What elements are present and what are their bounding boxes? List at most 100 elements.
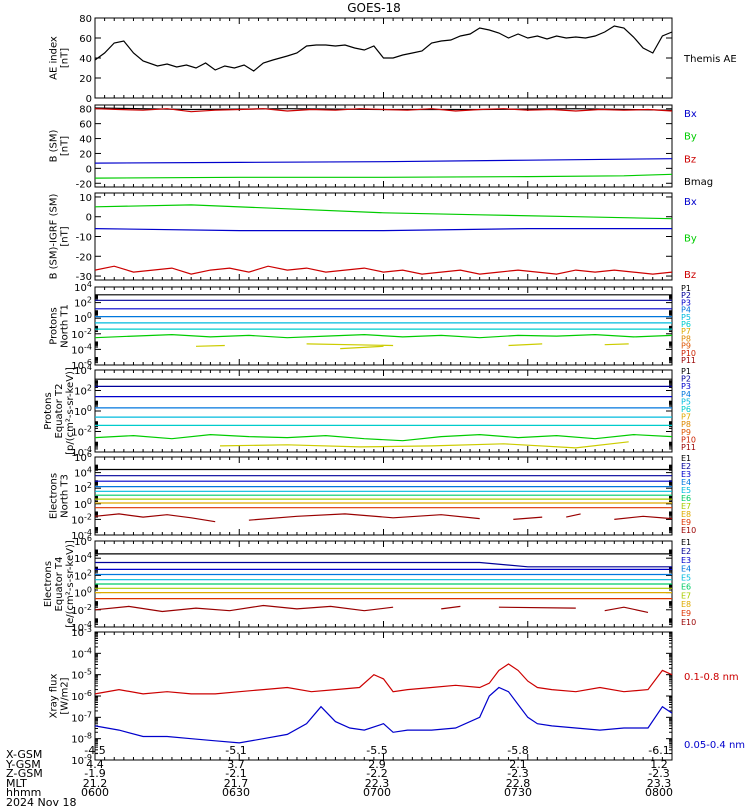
- footer-value: 22.8: [505, 776, 531, 790]
- y-tick-label: -30: [76, 272, 92, 283]
- y-tick-label: 10-7: [71, 710, 92, 724]
- footer-row-label: X-GSM: [6, 748, 43, 761]
- series-line: [94, 204, 673, 220]
- y-axis-label: [nT]: [60, 48, 71, 68]
- series-line: [94, 108, 673, 113]
- series-line: [94, 228, 672, 232]
- y-tick-label: 0: [86, 164, 92, 175]
- series-line: [508, 343, 543, 347]
- footer-value: -2.3: [648, 767, 670, 780]
- y-tick-label: 20: [79, 149, 92, 160]
- series-line: [94, 686, 673, 744]
- y-tick-label: 10-9: [71, 753, 92, 767]
- chart-title: GOES-18: [347, 1, 401, 15]
- footer-row-label: Y-GSM: [6, 757, 41, 771]
- series-line: [94, 663, 673, 695]
- panel-protons_t2: 10-4 10-2 100 102 104 Protons Equator T2 [p/(cm…: [43, 363, 696, 459]
- footer-value: 3.7: [227, 757, 245, 771]
- panel-xray: 10-9 10-8 10-7 10-6 10-5 10-4 10-3 Xray flux [W/…: [49, 625, 746, 767]
- footer-value: 2.1: [509, 757, 527, 771]
- legend-label: P3: [681, 382, 691, 391]
- legend-label: E3: [681, 556, 691, 565]
- y-axis-label: B (SM): [49, 129, 60, 162]
- y-tick-label: 104: [74, 551, 92, 565]
- footer-value: 21.2: [82, 776, 108, 790]
- footer-ephemeris: X-GSM Y-GSM Z-GSM MLT hhmm 2024 Nov 18 -4.5 -5.…: [6, 740, 706, 808]
- series-line: [566, 513, 581, 518]
- footer-value: 4.4: [86, 757, 104, 771]
- series-line: [441, 605, 461, 610]
- panel-bsm: -20 0 20 40 60 80 B (SM) [nT] Bx By Bz Bmag: [49, 104, 713, 190]
- series-line: [513, 516, 543, 520]
- legend-label: P4: [681, 390, 691, 399]
- y-axis-label: Equator T4: [54, 557, 65, 612]
- y-tick-label: 100: [74, 311, 92, 325]
- legend-label: Bx: [684, 109, 697, 120]
- y-axis-label: AE index: [49, 36, 60, 80]
- y-tick-label: 106: [74, 450, 92, 464]
- y-axis-label: Electrons: [43, 561, 54, 607]
- footer-value: -2.2: [366, 767, 388, 780]
- legend-label: Bz: [684, 270, 696, 281]
- footer-value: -4.5: [84, 744, 106, 757]
- legend-label: E3: [681, 470, 691, 479]
- legend-label: P5: [681, 397, 691, 406]
- footer-value: 21.7: [223, 776, 249, 790]
- footer-value: 0630: [222, 786, 250, 799]
- y-tick-label: 10-4: [71, 445, 92, 459]
- footer-row-label: Z-GSM: [6, 767, 43, 780]
- series-line: [604, 343, 629, 346]
- panel-frame: [94, 104, 673, 188]
- y-tick-label: 100: [74, 586, 92, 600]
- y-tick-label: -10: [76, 233, 92, 244]
- y-axis-label: Electrons: [49, 473, 60, 519]
- panel-frame: [94, 456, 673, 536]
- footer-value: -1.9: [84, 767, 106, 780]
- y-tick-label: 0: [86, 213, 92, 224]
- y-tick-label: 60: [79, 120, 92, 131]
- legend-label: E10: [681, 618, 696, 627]
- legend-label: E8: [681, 510, 691, 519]
- y-axis-label: [p/(cm²-s-sr-keV)]: [65, 367, 76, 455]
- y-tick-label: 10-2: [71, 603, 92, 617]
- footer-value: 0600: [81, 786, 109, 799]
- y-tick-label: 10-4: [71, 342, 92, 356]
- footer-value: -5.8: [507, 744, 529, 757]
- footer-value: -2.3: [507, 767, 529, 780]
- legend-label: E5: [681, 486, 691, 495]
- y-tick-label: 10-2: [71, 425, 92, 439]
- footer-value: 0730: [504, 786, 532, 799]
- footer-value: 23.3: [646, 776, 672, 790]
- y-tick-label: 80: [79, 14, 92, 25]
- legend-label: P3: [681, 298, 691, 307]
- panel-frame: [94, 286, 673, 366]
- footer-row-label: 2024 Nov 18: [6, 795, 77, 809]
- series-line: [94, 158, 673, 164]
- footer-value: 0800: [645, 786, 673, 799]
- y-tick-label: 0: [86, 94, 92, 105]
- y-tick-label: 20: [79, 74, 92, 85]
- series-line: [94, 433, 673, 442]
- y-tick-label: 102: [74, 296, 92, 310]
- legend-label: P2: [681, 291, 691, 300]
- legend-label: E7: [681, 591, 691, 600]
- legend-label: P2: [681, 375, 691, 384]
- y-tick-label: 60: [79, 34, 92, 45]
- legend-label: E9: [681, 609, 691, 618]
- y-axis-label: [nT]: [60, 136, 71, 156]
- y-tick-label: 100: [74, 497, 92, 511]
- footer-row-label: hhmm: [6, 786, 42, 799]
- y-tick-label: 102: [74, 481, 92, 495]
- legend-label: P7: [681, 413, 691, 422]
- footer-value: 0700: [363, 786, 391, 799]
- footer-value: 1.2: [650, 757, 668, 771]
- y-axis-label: Protons: [43, 392, 54, 429]
- series-line: [604, 606, 649, 613]
- legend-label: By: [684, 234, 697, 245]
- y-axis-label: Protons: [49, 307, 60, 344]
- legend-label: P4: [681, 306, 691, 315]
- legend-label: E2: [681, 547, 691, 556]
- footer-value: 2.9: [368, 757, 386, 771]
- y-tick-label: 10-4: [71, 620, 92, 634]
- y-tick-label: 10-6: [71, 358, 92, 372]
